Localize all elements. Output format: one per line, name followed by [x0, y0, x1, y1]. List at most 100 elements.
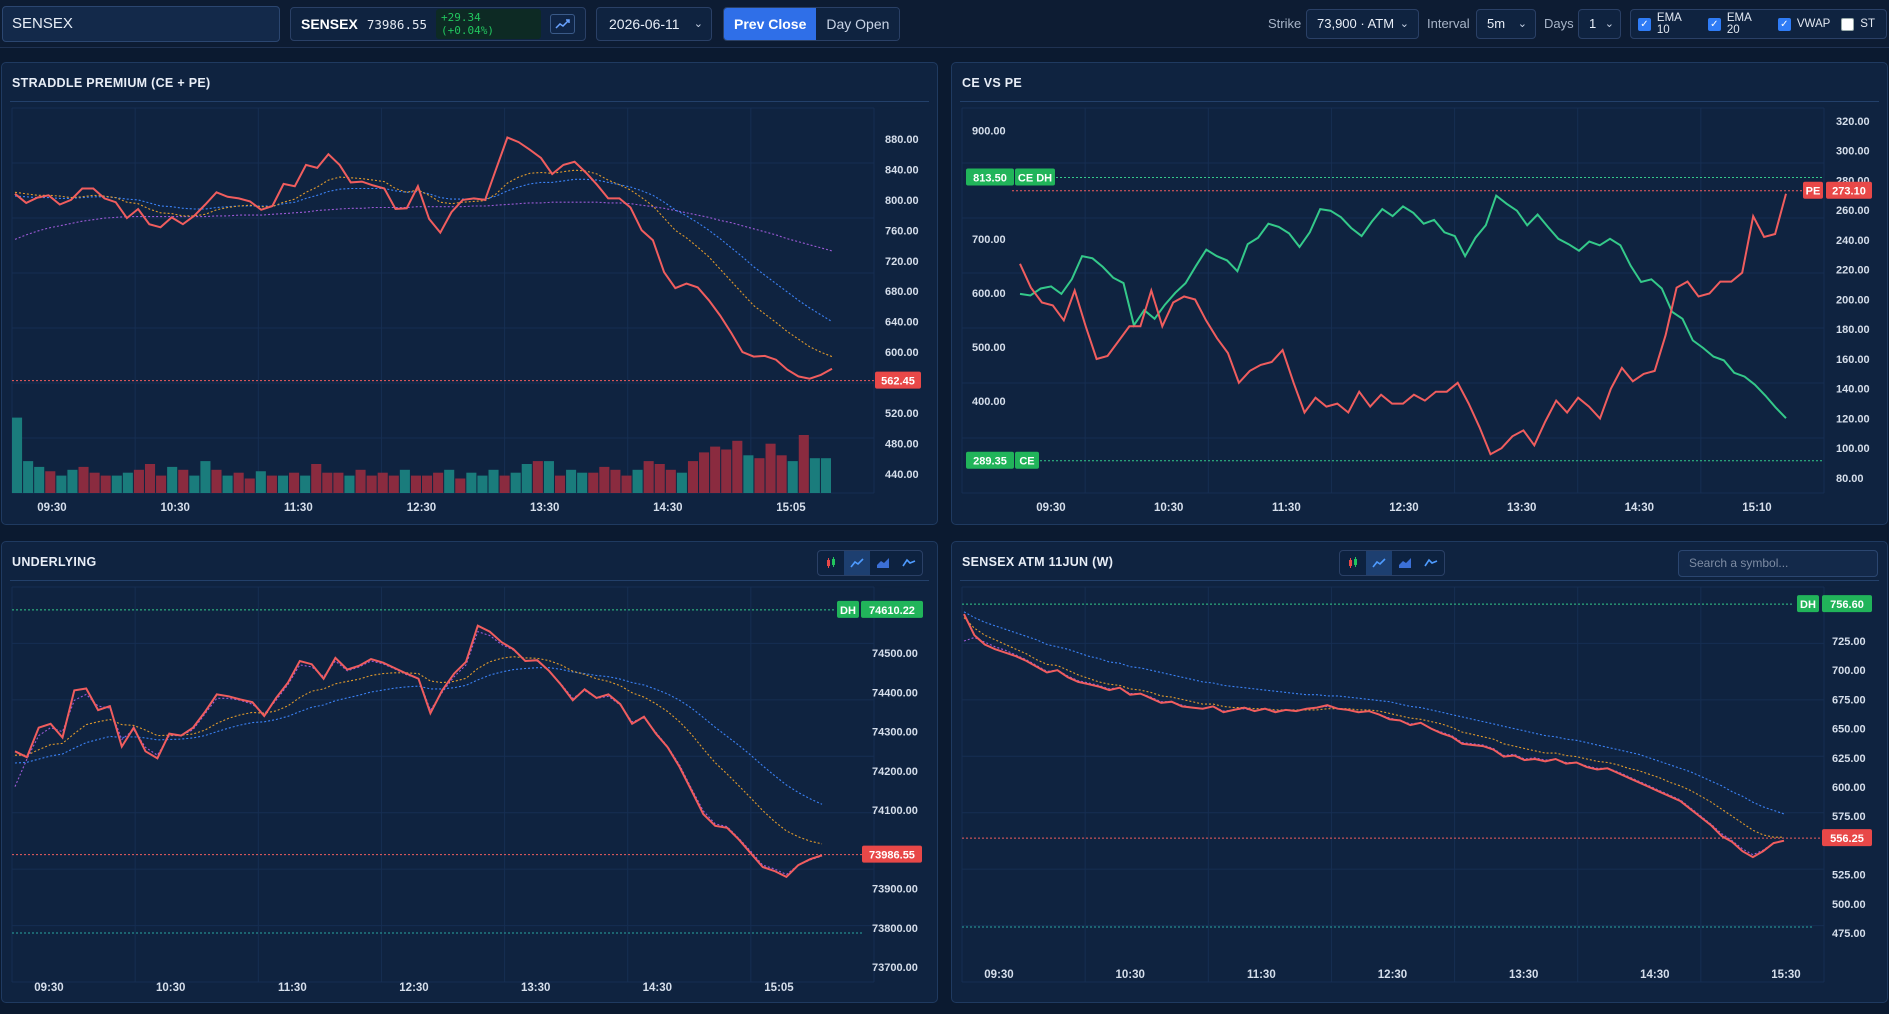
atm-option-panel: SENSEX ATM 11JUN (W) Search a symbol... …	[951, 541, 1888, 1003]
date-value: 2026-06-11	[609, 16, 680, 32]
y-tick-label: 760.00	[885, 225, 919, 237]
y-tick-label: 220.00	[1836, 265, 1870, 277]
baseline-chart-icon[interactable]	[896, 551, 922, 575]
y-tick-label: 700.00	[972, 234, 1006, 246]
x-tick-label: 12:30	[407, 502, 436, 514]
volume-bar	[366, 475, 377, 493]
volume-bar	[820, 458, 831, 493]
x-tick-label: 14:30	[653, 502, 682, 514]
vwap-line	[14, 201, 833, 252]
ce-low-tag: CE	[1019, 456, 1034, 468]
price-line	[963, 613, 1785, 859]
volume-bar	[67, 469, 78, 493]
last-price-tag-bg	[1822, 829, 1872, 847]
y-tick-label: 525.00	[1832, 870, 1866, 882]
date-select[interactable]: 2026-06-11 ⌄	[596, 7, 712, 41]
y-tick-label: 74200.00	[872, 766, 918, 778]
checkbox-checked-icon[interactable]: ✓	[1777, 17, 1791, 31]
y-tick-label: 900.00	[972, 126, 1006, 138]
line-chart-icon[interactable]	[1366, 551, 1392, 575]
volume-bar	[588, 472, 599, 493]
symbol-search-input[interactable]: SENSEX	[2, 6, 280, 42]
volume-bar	[510, 472, 521, 493]
x-tick-label: 12:30	[1389, 502, 1418, 514]
straddle-chart[interactable]: 880.00 840.00 800.00 760.00 720.00 680.00 640.…	[2, 63, 938, 525]
vwap-line	[14, 630, 823, 876]
ema20-toggle[interactable]: ✓ EMA 20	[1707, 12, 1767, 36]
divider	[10, 580, 929, 581]
divider	[960, 101, 1879, 102]
day-open-button[interactable]: Day Open	[816, 8, 900, 40]
volume-bar	[111, 475, 122, 493]
x-tick-label: 15:05	[764, 982, 794, 994]
volume-bar	[344, 475, 355, 493]
last-price-tag: 556.25	[1830, 833, 1864, 845]
strike-select[interactable]: 73,900 · ATM ⌄	[1306, 9, 1419, 39]
pe-tag-bg	[1803, 181, 1823, 199]
x-tick-label: 11:30	[1247, 969, 1276, 981]
volume-bar	[178, 469, 189, 493]
y-tick-label: 440.00	[885, 469, 919, 481]
y-tick-label: 120.00	[1836, 413, 1870, 425]
y-tick-label: 160.00	[1836, 354, 1870, 366]
interval-select[interactable]: 5m ⌄	[1476, 9, 1536, 39]
pe-last-value-tag: 273.10	[1832, 186, 1866, 198]
x-tick-label: 10:30	[1154, 502, 1183, 514]
indicator-toggles: ✓ EMA 10 ✓ EMA 20 ✓ VWAP ST	[1630, 9, 1887, 39]
dh-value-tag: 74610.22	[869, 605, 915, 617]
panel-symbol-search-input[interactable]: Search a symbol...	[1678, 550, 1878, 577]
vwap-toggle[interactable]: ✓ VWAP	[1777, 17, 1830, 31]
vwap-line	[963, 636, 1785, 856]
ce-dh-value-tag-bg	[966, 168, 1014, 186]
atm-chart[interactable]: 725.00 700.00 675.00 650.00 625.00 600.00 575.…	[952, 542, 1888, 1003]
x-tick-label: 09:30	[34, 982, 63, 994]
line-chart-icon[interactable]	[844, 551, 870, 575]
x-tick-label: 11:30	[278, 982, 307, 994]
days-select[interactable]: 1 ⌄	[1578, 9, 1621, 39]
chart-type-switcher	[1339, 550, 1445, 576]
underlying-chart[interactable]: 74500.00 74400.00 74300.00 74200.00 74100.00…	[2, 542, 938, 1003]
ema10-line	[963, 617, 1784, 838]
volume-bar	[211, 469, 222, 493]
volume-bar	[599, 466, 610, 493]
pe-last-value-tag-bg	[1826, 181, 1872, 199]
ema10-toggle[interactable]: ✓ EMA 10	[1638, 12, 1697, 36]
open-chart-button[interactable]	[550, 14, 575, 34]
line-chart-icon	[554, 19, 570, 29]
y-tick-label: 720.00	[885, 256, 919, 268]
y-tick-label: 475.00	[1832, 928, 1866, 940]
y-tick-label: 74300.00	[872, 727, 918, 739]
volume-bar	[200, 461, 211, 493]
area-chart-icon[interactable]	[1392, 551, 1418, 575]
volume-bar	[543, 461, 554, 493]
st-toggle[interactable]: ST	[1841, 17, 1875, 31]
checkbox-checked-icon[interactable]: ✓	[1638, 17, 1651, 31]
checkbox-checked-icon[interactable]: ✓	[1707, 17, 1721, 31]
candlestick-icon[interactable]	[818, 551, 844, 575]
volume-bar	[732, 440, 743, 493]
volume-bar	[433, 472, 444, 493]
x-tick-label: 13:30	[521, 982, 550, 994]
volume-bar	[710, 446, 721, 493]
y-tick-label: 480.00	[885, 438, 919, 450]
ema20-label: EMA 20	[1726, 12, 1752, 36]
y-tick-label: 74400.00	[872, 687, 918, 699]
y-tick-label: 725.00	[1832, 636, 1866, 648]
top-toolbar: SENSEX SENSEX 73986.55 +29.34 (+0.04%) 2…	[0, 0, 1889, 48]
ce-line	[1019, 193, 1787, 419]
checkbox-unchecked-icon[interactable]	[1841, 17, 1855, 31]
y-tick-label: 73800.00	[872, 923, 918, 935]
y-tick-label: 600.00	[972, 288, 1006, 300]
volume-bar	[466, 472, 477, 493]
ce-vs-pe-chart[interactable]: 900.00 700.00 600.00 500.00 400.00 320.00 300.…	[952, 63, 1888, 525]
volume-bar	[100, 475, 111, 493]
candlestick-icon[interactable]	[1340, 551, 1366, 575]
panel-title: UNDERLYING	[12, 555, 97, 569]
volume-bar	[12, 417, 23, 493]
ce-vs-pe-panel: CE VS PE 900.00 700.00 600.00 500.00 400.00 3…	[951, 62, 1888, 525]
prev-close-button[interactable]: Prev Close	[724, 8, 817, 40]
area-chart-icon[interactable]	[870, 551, 896, 575]
y-tick-label: 400.00	[972, 396, 1006, 408]
y-tick-label: 575.00	[1832, 811, 1866, 823]
baseline-chart-icon[interactable]	[1418, 551, 1444, 575]
